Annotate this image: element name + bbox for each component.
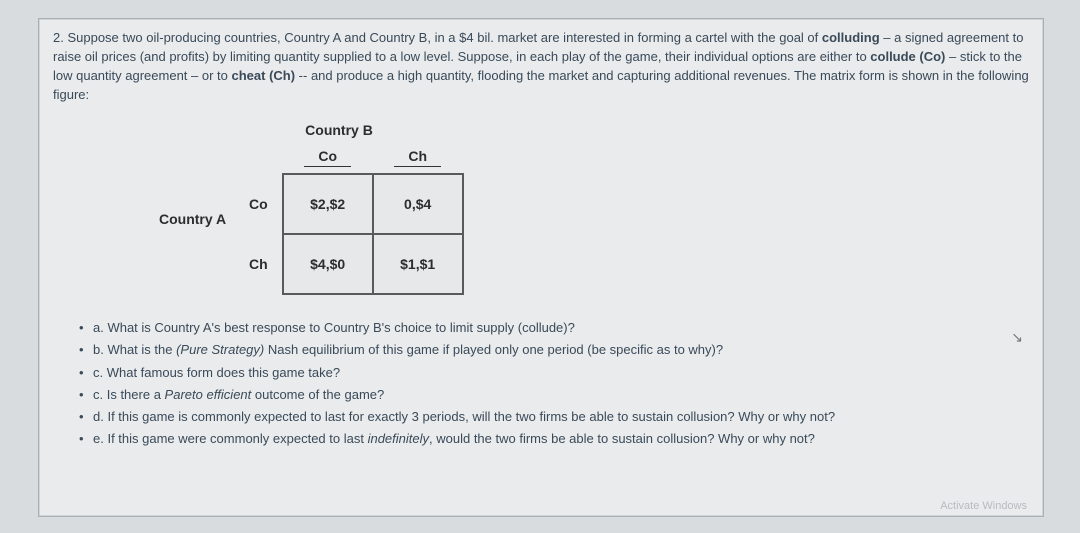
row-header-ch: Ch (239, 234, 283, 294)
row-player-label: Country A (159, 211, 229, 227)
question-list: •a. What is Country A's best response to… (79, 317, 1043, 450)
question-e: •e. If this game were commonly expected … (79, 428, 1043, 450)
question-a: •a. What is Country A's best response to… (79, 317, 1043, 339)
text-segment: Suppose two oil-producing countries, Cou… (67, 30, 821, 45)
cell-co-co: $2,$2 (283, 174, 373, 234)
col-header-ch: Ch (373, 142, 463, 174)
col-header-co: Co (283, 142, 373, 174)
question-sheet: 2. Suppose two oil-producing countries, … (38, 18, 1044, 517)
cell-ch-co: $4,$0 (283, 234, 373, 294)
bold-cheat: cheat (Ch) (232, 68, 296, 83)
bold-collude: collude (Co) (870, 49, 945, 64)
payoff-matrix: Country B Country A Co Ch Co $2,$2 0,$4 … (159, 122, 1043, 295)
row-header-co: Co (239, 174, 283, 234)
bold-colluding: colluding (822, 30, 880, 45)
cell-co-ch: 0,$4 (373, 174, 463, 234)
cell-ch-ch: $1,$1 (373, 234, 463, 294)
problem-statement: 2. Suppose two oil-producing countries, … (39, 19, 1043, 108)
col-player-label: Country B (239, 122, 439, 138)
question-d: •d. If this game is commonly expected to… (79, 406, 1043, 428)
watermark-text: Activate Windows (940, 500, 1027, 512)
cursor-icon: ↘ (1011, 329, 1023, 346)
payoff-table: Co Ch Co $2,$2 0,$4 Ch $4,$0 $1,$1 (239, 142, 464, 295)
problem-number: 2. (53, 30, 64, 45)
question-c2: •c. Is there a Pareto efficient outcome … (79, 384, 1043, 406)
question-b: •b. What is the (Pure Strategy) Nash equ… (79, 339, 1043, 361)
question-c1: •c. What famous form does this game take… (79, 362, 1043, 384)
